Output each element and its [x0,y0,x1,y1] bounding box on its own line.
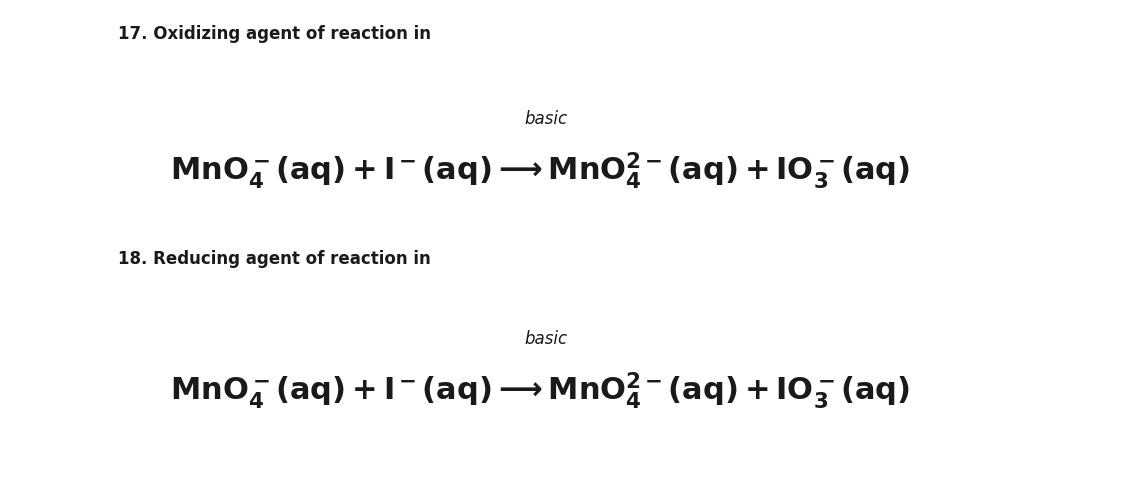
Text: basic: basic [524,330,567,348]
Text: $\mathbf{MnO_4^-(aq) + I^-(aq) \longrightarrow MnO_4^{2-}(aq) + IO_3^-(aq)}$: $\mathbf{MnO_4^-(aq) + I^-(aq) \longrigh… [170,150,910,191]
Text: $\mathbf{MnO_4^-(aq) + I^-(aq) \longrightarrow MnO_4^{2-}(aq) + IO_3^-(aq)}$: $\mathbf{MnO_4^-(aq) + I^-(aq) \longrigh… [170,370,910,411]
Text: basic: basic [524,110,567,128]
Text: 18. Reducing agent of reaction in: 18. Reducing agent of reaction in [118,250,431,269]
Text: 17. Oxidizing agent of reaction in: 17. Oxidizing agent of reaction in [118,25,431,43]
